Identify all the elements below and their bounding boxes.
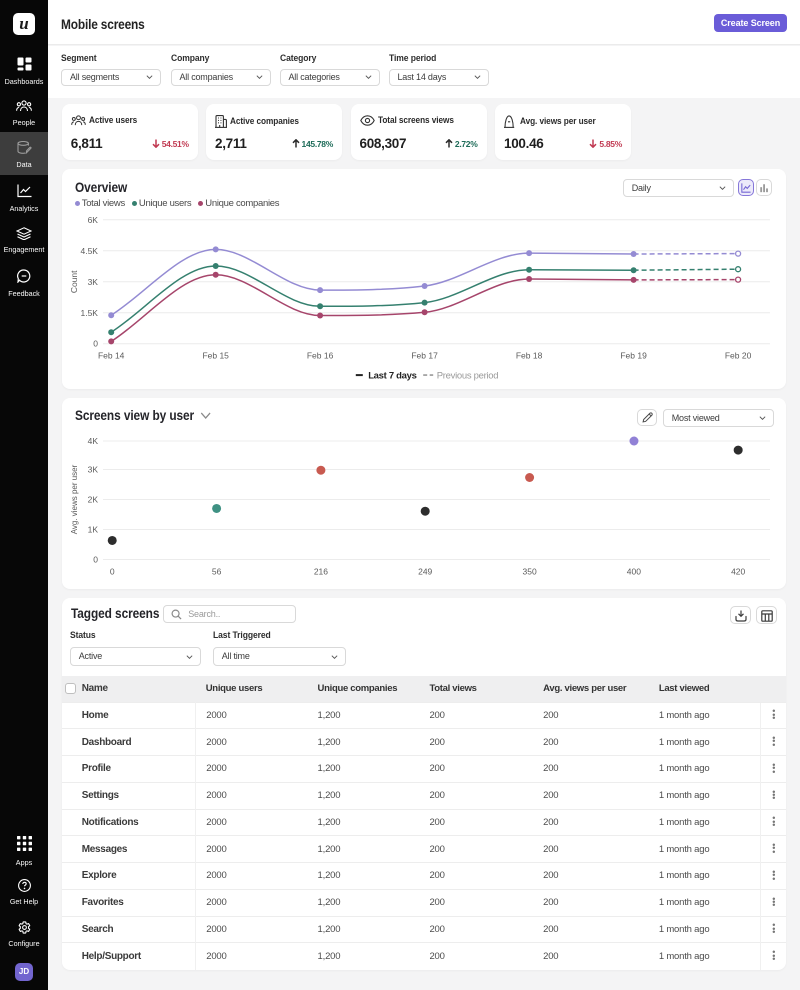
svg-text:4.5K: 4.5K	[80, 246, 98, 256]
svg-text:1K: 1K	[87, 524, 98, 534]
svg-text:2K: 2K	[87, 494, 98, 504]
svg-text:Feb 15: Feb 15	[202, 351, 229, 361]
svg-text:400: 400	[627, 566, 641, 576]
svg-text:3K: 3K	[87, 277, 98, 287]
svg-text:56: 56	[212, 566, 222, 576]
svg-text:420: 420	[731, 566, 745, 576]
svg-text:Previous period: Previous period	[437, 371, 498, 382]
svg-text:350: 350	[522, 566, 536, 576]
svg-text:0: 0	[93, 554, 98, 564]
svg-text:6K: 6K	[87, 215, 98, 225]
svg-text:Feb 20: Feb 20	[725, 351, 752, 361]
svg-text:Feb 16: Feb 16	[307, 351, 334, 361]
svg-text:Count: Count	[69, 270, 79, 293]
svg-text:Last 7 days: Last 7 days	[368, 371, 416, 382]
svg-text:0: 0	[110, 566, 115, 576]
svg-text:Feb 18: Feb 18	[516, 351, 543, 361]
svg-text:Feb 14: Feb 14	[98, 351, 125, 361]
svg-text:4K: 4K	[87, 435, 98, 445]
svg-text:Feb 17: Feb 17	[411, 351, 438, 361]
svg-text:Avg. views per user: Avg. views per user	[70, 464, 79, 534]
svg-text:Feb 19: Feb 19	[620, 351, 647, 361]
svg-text:0: 0	[93, 339, 98, 349]
svg-text:1.5K: 1.5K	[80, 308, 98, 318]
svg-text:3K: 3K	[87, 464, 98, 474]
svg-text:249: 249	[418, 566, 432, 576]
svg-text:216: 216	[314, 566, 328, 576]
